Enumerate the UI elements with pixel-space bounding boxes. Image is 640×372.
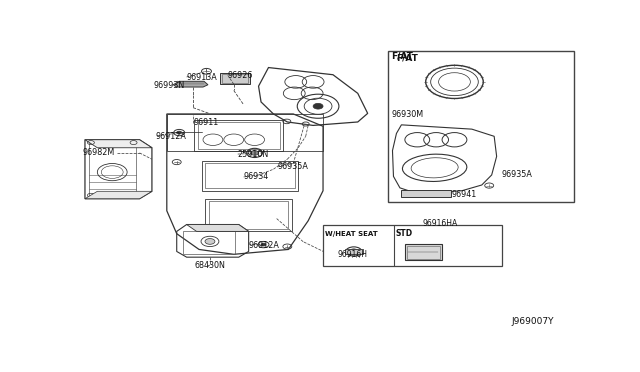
Polygon shape <box>187 225 249 231</box>
Text: 96911: 96911 <box>193 118 218 127</box>
Bar <box>401 190 451 197</box>
Text: 68430N: 68430N <box>194 261 225 270</box>
Bar <box>198 122 280 149</box>
Text: 96913A: 96913A <box>187 73 218 81</box>
Bar <box>89 143 136 196</box>
Text: 96916H: 96916H <box>338 250 368 259</box>
Circle shape <box>251 151 259 155</box>
Text: J969007Y: J969007Y <box>511 317 554 326</box>
Circle shape <box>177 131 182 134</box>
Text: F/AT: F/AT <box>392 51 413 60</box>
Text: 96934: 96934 <box>244 173 269 182</box>
Bar <box>167 114 323 151</box>
Circle shape <box>261 243 266 246</box>
Bar <box>205 199 292 231</box>
Bar <box>209 201 289 228</box>
Bar <box>408 246 440 259</box>
Polygon shape <box>85 140 152 148</box>
Text: 96930M: 96930M <box>392 110 424 119</box>
Bar <box>202 161 298 191</box>
Polygon shape <box>85 191 152 199</box>
Bar <box>194 120 284 151</box>
Circle shape <box>349 249 358 254</box>
Bar <box>405 244 442 260</box>
Bar <box>222 74 248 83</box>
Bar <box>205 163 295 189</box>
Text: 96982M: 96982M <box>83 148 115 157</box>
Text: W/HEAT SEAT: W/HEAT SEAT <box>324 231 377 237</box>
Text: 96941: 96941 <box>451 190 476 199</box>
Text: STD: STD <box>396 229 413 238</box>
Text: 96912A: 96912A <box>156 132 187 141</box>
Text: 96916HA: 96916HA <box>422 219 458 228</box>
Text: 96912A: 96912A <box>249 241 280 250</box>
Bar <box>183 231 236 254</box>
Text: 96935A: 96935A <box>502 170 532 179</box>
Text: 96993N: 96993N <box>154 81 185 90</box>
Bar <box>220 73 250 84</box>
Circle shape <box>313 103 323 109</box>
Circle shape <box>205 238 215 244</box>
Text: 96935A: 96935A <box>277 163 308 171</box>
Polygon shape <box>173 81 208 87</box>
Text: 96926: 96926 <box>228 71 253 80</box>
Bar <box>345 248 363 254</box>
Text: F/AT: F/AT <box>396 54 418 63</box>
Bar <box>388 51 573 202</box>
Text: 25910N: 25910N <box>237 150 269 158</box>
Bar <box>323 225 502 266</box>
